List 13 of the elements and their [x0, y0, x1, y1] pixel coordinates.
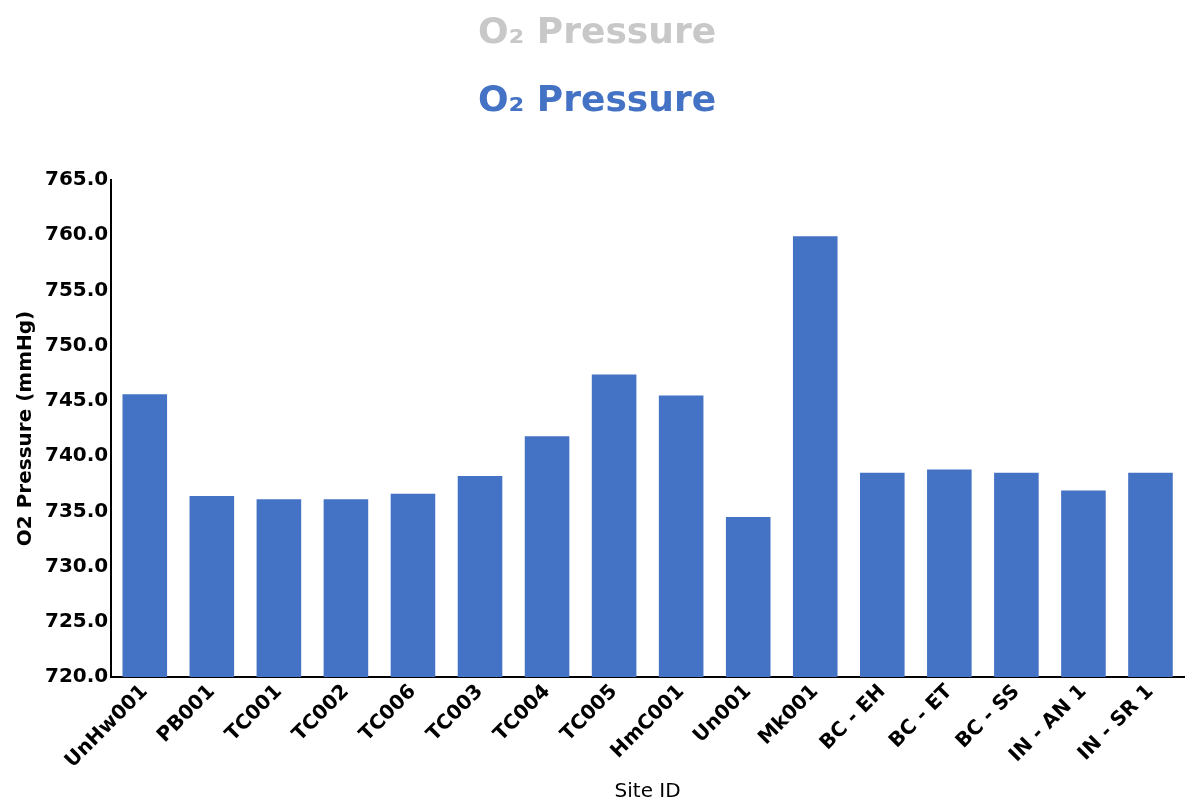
y-tick-label: 755.0	[45, 276, 109, 301]
y-tick-label: 750.0	[45, 331, 109, 356]
y-tick-label: 725.0	[45, 608, 109, 633]
y-tick-label: 735.0	[45, 497, 109, 522]
y-tick-label: 745.0	[45, 387, 109, 412]
chart-subtitle: O₂ Pressure	[476, 78, 718, 119]
y-tick-label: 765.0	[45, 166, 109, 191]
x-axis-title: Site ID	[614, 778, 681, 803]
y-tick-label: 720.0	[45, 663, 109, 688]
y-tick-label: 730.0	[45, 552, 109, 577]
y-axis-title: O2 Pressure (mmHg)	[12, 310, 37, 547]
y-tick-label: 760.0	[45, 221, 109, 246]
y-tick-label: 740.0	[45, 442, 109, 467]
